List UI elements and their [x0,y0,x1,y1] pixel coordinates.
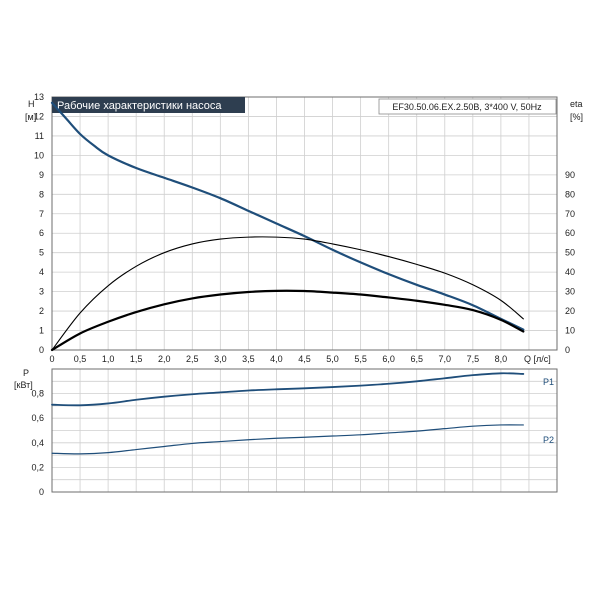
flow-tick-label: 8,0 [495,354,508,364]
eta-tick-label: 70 [565,209,575,219]
head-tick-label: 9 [39,170,44,180]
eta-tick-label: 90 [565,170,575,180]
eta-axis-unit: [%] [570,112,583,122]
series-label-p1: P1 [543,377,554,387]
head-tick-label: 4 [39,267,44,277]
title-box [52,97,245,113]
flow-tick-label: 3,5 [242,354,255,364]
head-tick-label: 5 [39,248,44,258]
head-tick-label: 12 [34,111,44,121]
flow-tick-label: 1,5 [130,354,143,364]
model-box [378,98,557,115]
eta-tick-label: 0 [565,345,570,355]
head-tick-label: 0 [39,345,44,355]
power-curve-p2 [51,424,524,455]
top-panel: Рабочие характеристики насоса EF30.50.06… [25,92,583,364]
flow-tick-label: 1,0 [102,354,115,364]
power-axis-ticks: 0 0,2 0,4 0,6 0,8 [31,389,44,497]
top-panel-frame [51,96,558,351]
eta-tick-label: 40 [565,267,575,277]
efficiency-curve-thin [51,236,524,351]
flow-tick-label: 5,5 [354,354,367,364]
power-axis-unit: [кВт] [14,380,33,390]
head-axis-unit: [м] [25,112,36,122]
model-label: EF30.50.06.EX.2.50B, 3*400 V, 50Hz [392,102,542,112]
flow-tick-label: 2,0 [158,354,171,364]
flow-tick-label: 5,0 [326,354,339,364]
series-label-p2: P2 [543,435,554,445]
head-axis-name: H [28,99,35,109]
power-axis-name: P [23,368,29,378]
flow-tick-label: 6,0 [382,354,395,364]
eta-tick-label: 60 [565,228,575,238]
power-tick-label: 0,2 [31,462,44,472]
head-tick-label: 13 [34,92,44,102]
bottom-panel-grid [52,369,557,492]
flow-tick-label: 4,0 [270,354,283,364]
head-tick-label: 7 [39,209,44,219]
power-curve-p1 [51,372,525,407]
eta-tick-label: 30 [565,287,575,297]
head-tick-label: 10 [34,150,44,160]
head-tick-label: 2 [39,306,44,316]
eta-tick-label: 80 [565,189,575,199]
power-tick-label: 0 [39,487,44,497]
head-tick-label: 11 [35,131,44,141]
flow-tick-label: 2,5 [186,354,199,364]
flow-axis-unit: Q [л/с] [524,354,551,364]
eta-tick-label: 10 [565,326,575,336]
power-tick-label: 0,4 [31,438,44,448]
head-tick-label: 8 [39,189,44,199]
top-panel-series [50,101,525,352]
eta-tick-label: 50 [565,248,575,258]
flow-tick-label: 7,5 [467,354,480,364]
bottom-panel: 0 0,2 0,4 0,6 0,8 P [кВт] P1 P2 [14,368,558,497]
flow-tick-label: 0,5 [74,354,87,364]
flow-tick-label: 0 [49,354,54,364]
head-tick-label: 1 [39,326,44,336]
flow-axis-ticks: 0 0,5 1,0 1,5 2,0 2,5 3,0 3,5 4,0 4,5 5,0 5,5 6,0 6,5… [49,354,507,364]
chart-title: Рабочие характеристики насоса [57,100,222,112]
flow-tick-label: 3,0 [214,354,227,364]
eta-tick-label: 20 [565,306,575,316]
bottom-panel-frame [51,368,558,493]
efficiency-curve-thick [50,289,525,352]
bottom-panel-series [51,372,525,455]
eta-axis-ticks: 0 10 20 30 40 50 60 70 80 90 [565,170,575,355]
power-tick-label: 0,8 [31,389,44,399]
flow-tick-label: 6,5 [410,354,423,364]
flow-tick-label: 7,0 [439,354,452,364]
head-tick-label: 6 [39,228,44,238]
power-tick-label: 0,6 [31,413,44,423]
head-tick-label: 3 [39,287,44,297]
top-panel-grid [52,97,557,350]
flow-tick-label: 4,5 [298,354,311,364]
eta-axis-name: eta [570,99,583,109]
head-curve [50,101,525,331]
